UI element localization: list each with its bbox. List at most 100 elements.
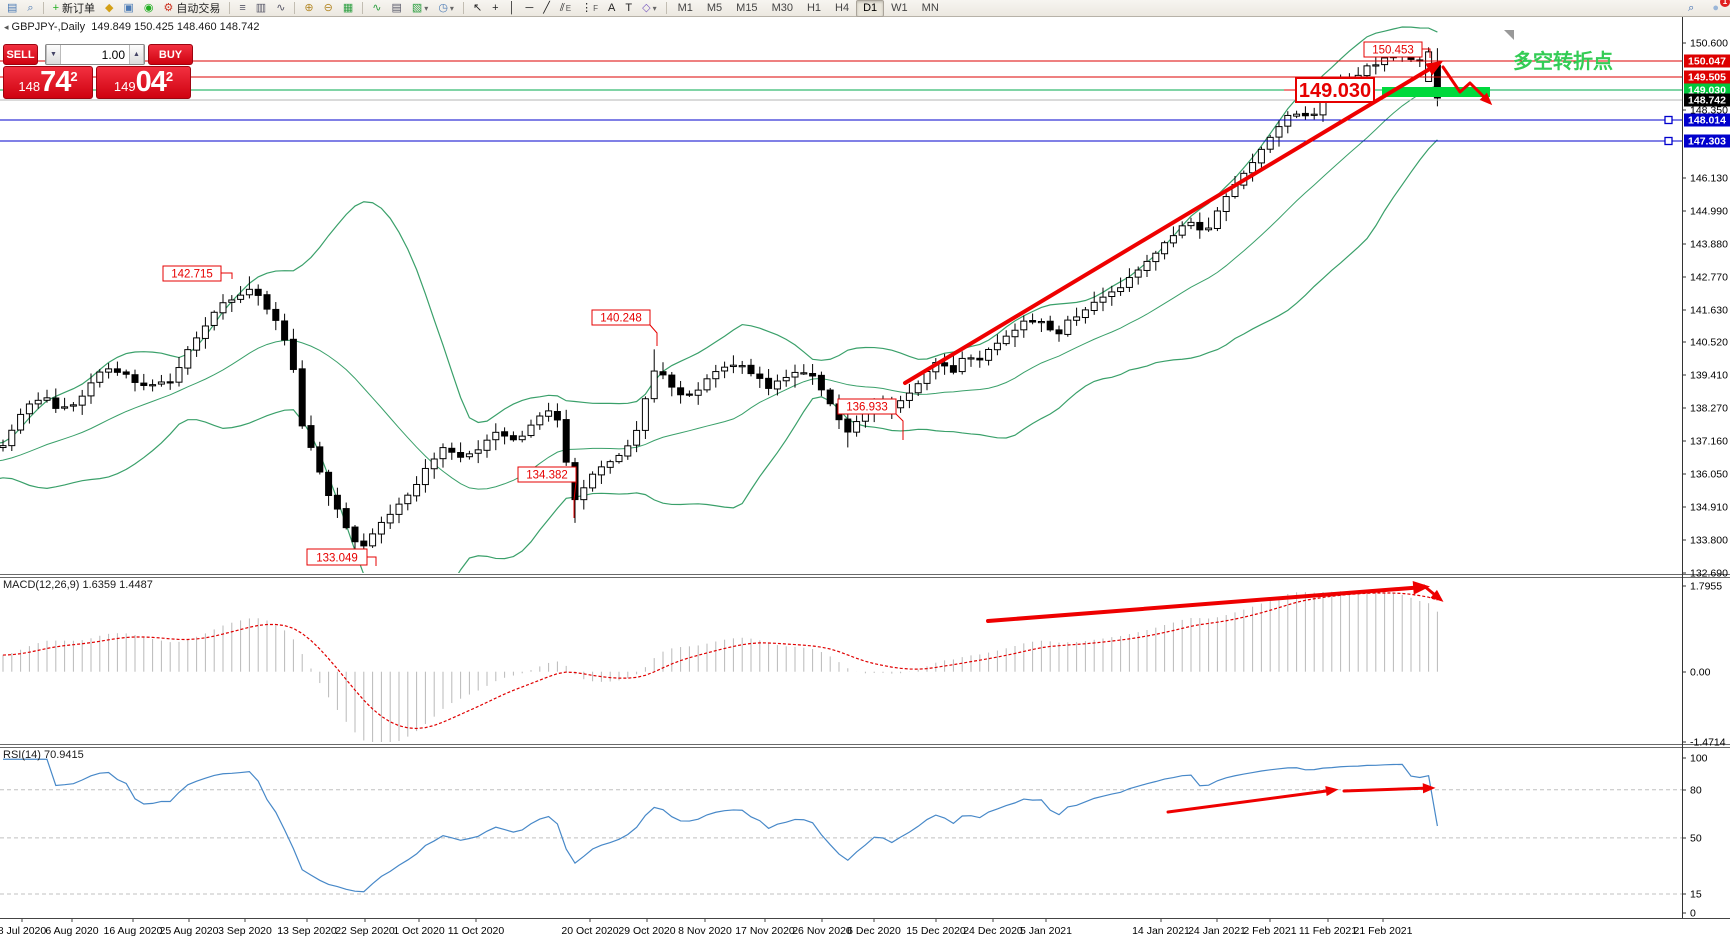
trendline-button[interactable]: ╱ — [538, 0, 555, 17]
rsi-scale-label: 15 — [1690, 889, 1702, 901]
macd-reversal-arrow[interactable] — [1422, 584, 1444, 602]
candle — [597, 460, 605, 484]
volume-input[interactable] — [61, 45, 129, 64]
price-tick-label: 137.160 — [1690, 436, 1728, 448]
candle — [175, 356, 183, 387]
metaeditor-button[interactable]: ◆ — [100, 0, 118, 17]
fibonacci-button[interactable]: ⋮ F — [576, 0, 603, 17]
timeframe-m5-button[interactable]: M5 — [706, 1, 723, 14]
candle — [1073, 307, 1081, 326]
candle — [1108, 285, 1116, 306]
candle — [421, 459, 429, 493]
candle — [1081, 307, 1089, 324]
timeframe-m1-button[interactable]: M1 — [677, 1, 693, 14]
price-badge-label: 149.505 — [1688, 72, 1726, 84]
support-zone-band[interactable] — [1382, 87, 1490, 97]
periods-button[interactable]: ▤ — [386, 0, 406, 17]
macd-pane — [2, 590, 1438, 742]
bar-chart-button[interactable]: ≡ — [234, 0, 250, 17]
candlestick-chart-icon: ▥ — [255, 1, 267, 14]
zoom-in-button[interactable]: ⊕ — [299, 0, 318, 17]
price-badge — [1684, 54, 1730, 68]
candle-body — [351, 526, 359, 543]
candlestick-chart-button[interactable]: ▥ — [251, 0, 271, 17]
callout-134.382[interactable] — [517, 466, 577, 518]
rsi-trend-arrow[interactable] — [1166, 785, 1339, 814]
candle — [307, 415, 315, 451]
main-trend-arrow[interactable] — [903, 60, 1444, 385]
crosshair-button[interactable]: + — [487, 0, 503, 17]
buy-price-display[interactable]: 149 04 2 — [96, 66, 191, 99]
timeframe-h1-button[interactable]: H1 — [806, 1, 822, 14]
new-chart-button[interactable]: ▤ — [2, 0, 22, 17]
toolbar-separator — [42, 2, 44, 14]
candle-body — [905, 392, 913, 401]
text-button[interactable]: A — [603, 0, 620, 17]
volume-increase-button[interactable]: ▲ — [129, 45, 144, 64]
timeframe-m30-button[interactable]: M30 — [771, 1, 793, 14]
toolbar-separator — [294, 2, 296, 14]
chart-shift-marker-icon[interactable] — [1504, 30, 1514, 40]
period-clock-button[interactable]: ◷ ▾ — [433, 0, 459, 17]
timeframe-m15-button[interactable]: M15 — [736, 1, 758, 14]
callout-133.049[interactable] — [306, 548, 377, 566]
horizontal-line-button[interactable]: ─ — [520, 0, 538, 17]
line-chart-button[interactable]: ∿ — [271, 0, 290, 17]
candle-body — [1020, 320, 1028, 331]
candle-body — [536, 415, 544, 426]
sell-price-display[interactable]: 148 74 2 — [3, 66, 93, 99]
cursor-button[interactable]: ↖ — [468, 0, 487, 17]
candle — [87, 373, 95, 404]
chat-button[interactable]: ● 1 — [1707, 0, 1730, 17]
zoom-out-button[interactable]: ⊖ — [319, 0, 338, 17]
volume-decrease-button[interactable]: ▼ — [46, 45, 61, 64]
candle-body — [527, 424, 535, 437]
callout-142.715[interactable] — [162, 265, 233, 282]
callout-136.933[interactable] — [837, 398, 904, 440]
candle-body — [1029, 320, 1037, 323]
candle-body — [668, 374, 676, 388]
text-label-button[interactable]: T — [620, 0, 637, 17]
channel-button-sub: E — [565, 3, 572, 13]
rsi-flat-arrow[interactable] — [1342, 783, 1436, 794]
callout-140.248[interactable] — [591, 309, 658, 346]
timeframe-mn-button[interactable]: MN — [921, 1, 939, 14]
callout-149.030[interactable] — [1284, 77, 1375, 103]
candle — [809, 364, 817, 385]
signals-button[interactable]: ◉ — [139, 0, 159, 17]
date-label: 2 Feb 2021 — [1243, 925, 1296, 937]
candle — [545, 402, 553, 422]
sell-button[interactable]: SELL — [3, 44, 38, 65]
search-button[interactable]: ⌕ — [1683, 0, 1699, 17]
channel-button[interactable]: ⫽ E — [555, 0, 576, 17]
date-label: 21 Feb 2021 — [1354, 925, 1413, 937]
templates-button[interactable]: ▧ ▾ — [407, 0, 433, 17]
cn-turning-point-label[interactable]: 多空转折点 — [1513, 49, 1613, 73]
arrows-button[interactable]: ◇ ▾ — [637, 0, 661, 17]
indicators-button[interactable]: ∿ — [367, 0, 386, 17]
candle — [1196, 212, 1204, 239]
trendline-handle[interactable] — [1664, 115, 1673, 125]
candle — [395, 497, 403, 524]
profiles-button[interactable]: ⌕ — [22, 0, 38, 17]
vertical-line-button[interactable]: │ — [504, 0, 521, 17]
buy-button[interactable]: BUY — [148, 44, 193, 65]
callout-150.453[interactable] — [1363, 41, 1431, 58]
timeframe-h4-button[interactable]: H4 — [835, 1, 850, 14]
trendline-handle[interactable] — [1664, 136, 1673, 146]
candle-body — [1108, 291, 1116, 298]
autotrading-button[interactable]: ⚙ 自动交易 — [159, 0, 226, 17]
candle-body — [659, 371, 667, 376]
candle-body — [756, 373, 764, 379]
new-order-button[interactable]: + 新订单 — [48, 0, 100, 17]
main-reversal-arrow[interactable] — [1441, 65, 1493, 106]
callout-connector — [649, 324, 658, 346]
callout-box — [1295, 77, 1375, 103]
timeframe-w1-button[interactable]: W1 — [891, 1, 908, 14]
timeframe-d1-button[interactable]: D1 — [856, 0, 885, 17]
date-label: 24 Jan 2021 — [1188, 925, 1246, 937]
macd-trend-arrow[interactable] — [986, 581, 1430, 623]
terminal-button[interactable]: ▣ — [118, 0, 138, 17]
tile-windows-button[interactable]: ▦ — [338, 0, 358, 17]
